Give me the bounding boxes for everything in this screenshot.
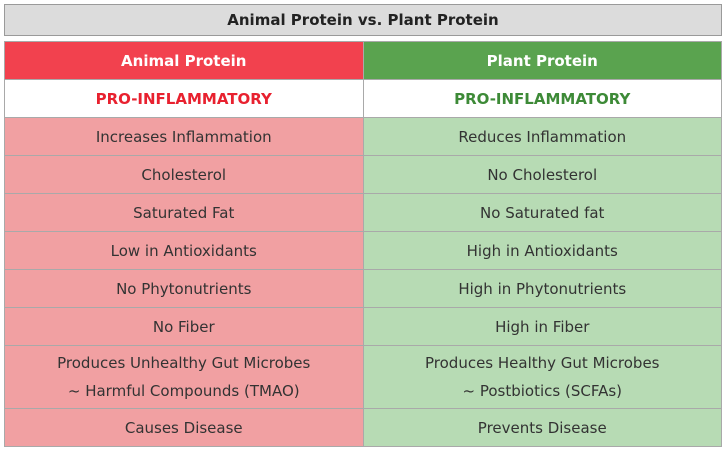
table-row: Saturated Fat No Saturated fat [4, 193, 722, 232]
table-row: Produces Unhealthy Gut Microbes ~ Harmfu… [4, 345, 722, 409]
animal-cell: Increases Inflammation [4, 117, 364, 156]
plant-cell: High in Fiber [362, 307, 722, 346]
table-title: Animal Protein vs. Plant Protein [4, 4, 722, 36]
animal-cell: Cholesterol [4, 155, 364, 194]
animal-cell: Saturated Fat [4, 193, 364, 232]
animal-cell: Causes Disease [4, 408, 364, 447]
plant-cell: Produces Healthy Gut Microbes ~ Postbiot… [362, 345, 722, 409]
subheader-row: PRO-INFLAMMATORY PRO-INFLAMMATORY [4, 79, 722, 118]
plant-cell-line: ~ Postbiotics (SCFAs) [462, 382, 623, 400]
animal-cell-line: Produces Unhealthy Gut Microbes [57, 354, 311, 372]
plant-cell-line: Produces Healthy Gut Microbes [425, 354, 660, 372]
table-row: Causes Disease Prevents Disease [4, 408, 722, 447]
comparison-table: Animal Protein Plant Protein PRO-INFLAMM… [4, 41, 722, 447]
column-header-animal-protein: Animal Protein [4, 41, 364, 80]
table-row: Increases Inflammation Reduces Inflammat… [4, 117, 722, 156]
plant-cell: No Saturated fat [362, 193, 722, 232]
animal-cell: Produces Unhealthy Gut Microbes ~ Harmfu… [4, 345, 364, 409]
subheader-plant: PRO-INFLAMMATORY [362, 79, 722, 118]
animal-cell-line: ~ Harmful Compounds (TMAO) [67, 382, 300, 400]
header-row: Animal Protein Plant Protein [4, 41, 722, 80]
animal-cell: No Fiber [4, 307, 364, 346]
animal-cell: No Phytonutrients [4, 269, 364, 308]
table-row: No Phytonutrients High in Phytonutrients [4, 269, 722, 308]
plant-cell: Prevents Disease [362, 408, 722, 447]
table-row: Low in Antioxidants High in Antioxidants [4, 231, 722, 270]
column-header-plant-protein: Plant Protein [362, 41, 722, 80]
plant-cell: No Cholesterol [362, 155, 722, 194]
plant-cell: High in Phytonutrients [362, 269, 722, 308]
plant-cell: High in Antioxidants [362, 231, 722, 270]
table-row: No Fiber High in Fiber [4, 307, 722, 346]
plant-cell: Reduces Inflammation [362, 117, 722, 156]
table-row: Cholesterol No Cholesterol [4, 155, 722, 194]
subheader-animal: PRO-INFLAMMATORY [4, 79, 364, 118]
animal-cell: Low in Antioxidants [4, 231, 364, 270]
